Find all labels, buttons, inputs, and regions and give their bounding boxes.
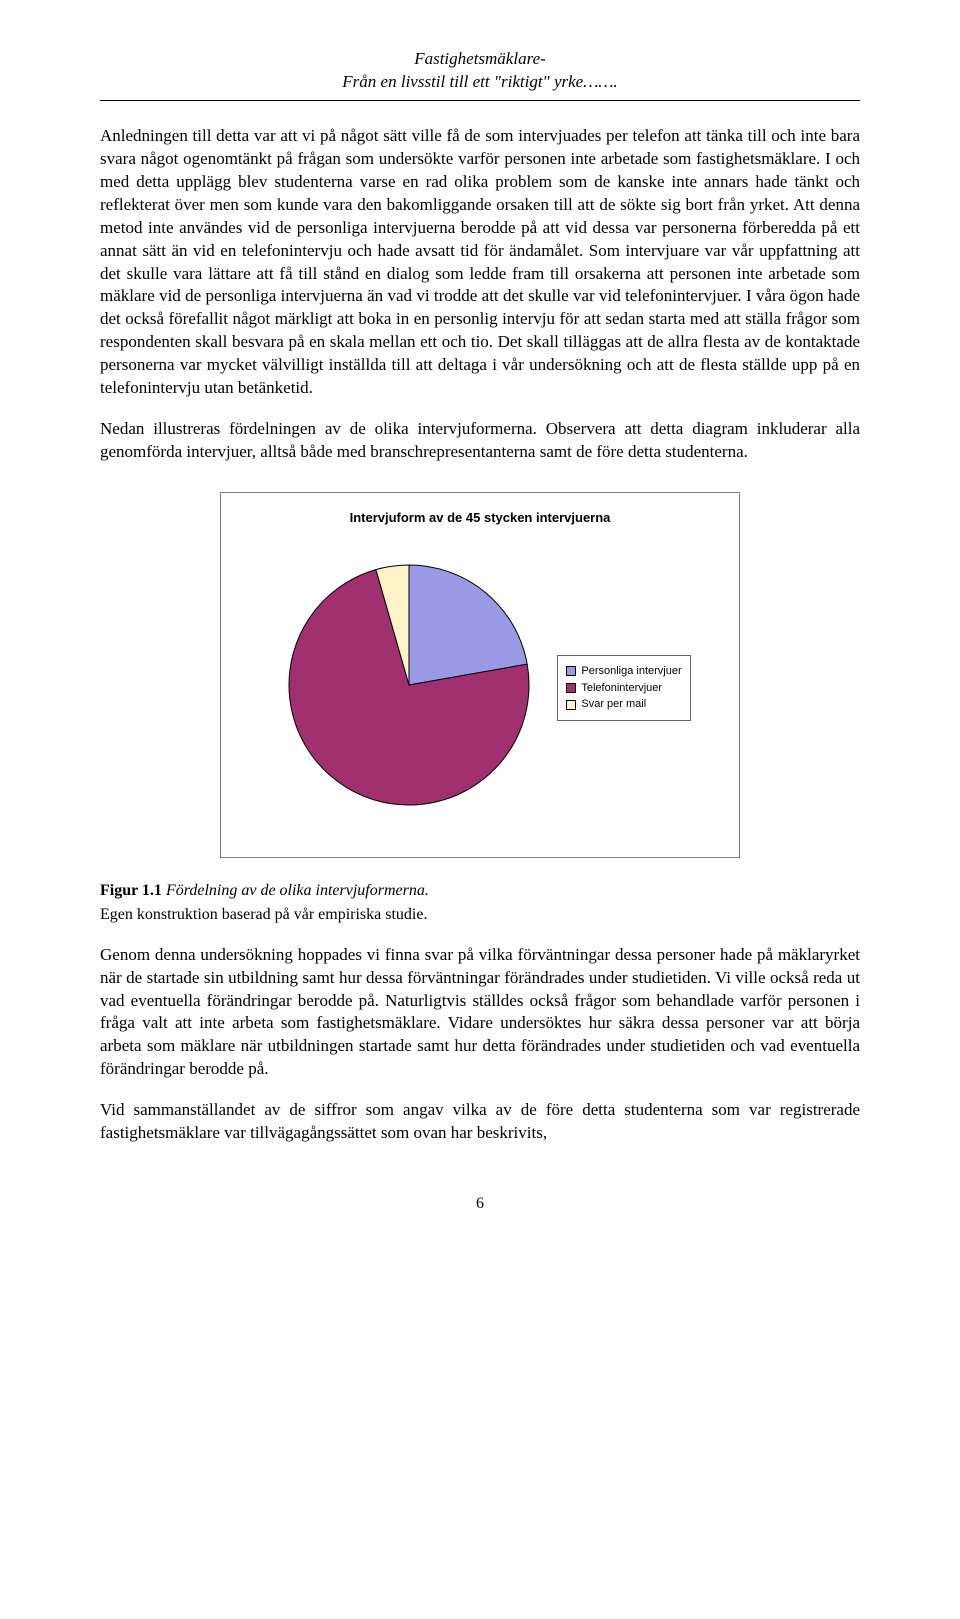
legend-item: Personliga intervjuer [566,664,681,679]
legend-swatch [566,666,576,676]
legend-item: Svar per mail [566,697,681,712]
legend-item: Telefonintervjuer [566,681,681,696]
chart-legend: Personliga intervjuer TelefonintervjuerSv… [557,655,690,722]
legend-label: Personliga intervjuer [581,664,681,679]
legend-swatch [566,700,576,710]
chart-row: Personliga intervjuer TelefonintervjuerSv… [233,545,727,832]
header-divider [100,100,860,101]
chart-title: Intervjuform av de 45 stycken intervjuer… [233,509,727,527]
header-line-1: Fastighetsmäklare- [100,48,860,71]
paragraph-1: Anledningen till detta var att vi på någ… [100,125,860,400]
paragraph-4: Vid sammanställandet av de siffror som a… [100,1099,860,1145]
figure-caption-text: Fördelning av de olika intervjuformerna. [162,882,429,899]
figure-subcaption: Egen konstruktion baserad på vår empiris… [100,904,860,926]
figure-caption: Figur 1.1 Fördelning av de olika intervj… [100,880,860,902]
header-line-2: Från en livsstil till ett "riktigt" yrke… [100,71,860,94]
pie-chart-container: Intervjuform av de 45 stycken intervjuer… [220,492,740,858]
paragraph-2: Nedan illustreras fördelningen av de oli… [100,418,860,464]
paragraph-3: Genom denna undersökning hoppades vi fin… [100,944,860,1082]
page-number: 6 [100,1193,860,1215]
legend-label: Telefonintervjuer [581,681,662,696]
legend-swatch [566,683,576,693]
page-header: Fastighetsmäklare- Från en livsstil till… [100,48,860,94]
figure-label: Figur 1.1 [100,882,162,899]
legend-label: Svar per mail [581,697,646,712]
pie-chart [269,545,549,832]
